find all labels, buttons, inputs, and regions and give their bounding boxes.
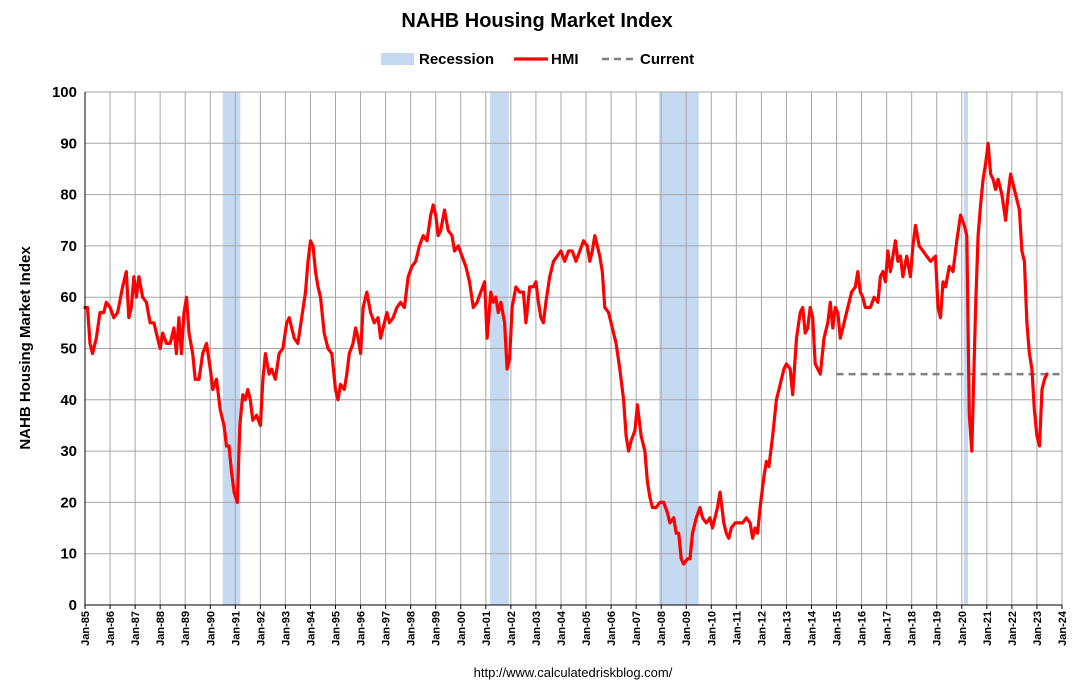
x-tick-label: Jan-15 bbox=[832, 611, 844, 646]
x-tick-label: Jan-10 bbox=[706, 611, 718, 646]
x-tick-label: Jan-93 bbox=[280, 611, 292, 646]
x-tick-label: Jan-96 bbox=[356, 611, 368, 646]
legend-hmi-label: HMI bbox=[551, 51, 579, 68]
x-tick-label: Jan-13 bbox=[781, 611, 793, 646]
y-tick-label: 80 bbox=[60, 187, 77, 204]
x-tick-label: Jan-03 bbox=[531, 611, 543, 646]
y-axis-label: NAHB Housing Market Index bbox=[17, 246, 34, 450]
y-tick-label: 90 bbox=[60, 135, 77, 152]
legend-recession-label: Recession bbox=[419, 51, 494, 68]
x-tick-label: Jan-11 bbox=[731, 611, 743, 645]
legend: Recession HMI Current bbox=[381, 51, 694, 68]
y-tick-label: 70 bbox=[60, 238, 77, 255]
x-tick-label: Jan-22 bbox=[1007, 611, 1019, 646]
x-tick-label: Jan-06 bbox=[606, 611, 618, 646]
x-tick-label: Jan-21 bbox=[982, 611, 994, 646]
source-label: http://www.calculatedriskblog.com/ bbox=[474, 665, 673, 680]
x-tick-label: Jan-00 bbox=[456, 611, 468, 646]
x-tick-label: Jan-87 bbox=[130, 611, 142, 646]
hmi-series-line bbox=[83, 141, 1049, 566]
y-tick-label: 40 bbox=[60, 392, 77, 409]
x-tick-label: Jan-98 bbox=[406, 611, 418, 646]
x-tick-label: Jan-23 bbox=[1032, 611, 1044, 646]
x-tick-label: Jan-02 bbox=[506, 611, 518, 646]
x-tick-label: Jan-97 bbox=[381, 611, 393, 646]
x-tick-label: Jan-86 bbox=[105, 611, 117, 646]
x-tick-label: Jan-18 bbox=[907, 611, 919, 646]
x-tick-label: Jan-07 bbox=[631, 611, 643, 646]
x-tick-label: Jan-88 bbox=[155, 611, 167, 646]
x-tick-label: Jan-04 bbox=[556, 610, 568, 646]
legend-recession-swatch bbox=[381, 53, 414, 65]
legend-current-label: Current bbox=[640, 51, 694, 68]
y-tick-label: 0 bbox=[69, 597, 77, 614]
x-tick-label: Jan-99 bbox=[431, 611, 443, 646]
x-tick-label: Jan-95 bbox=[331, 611, 343, 646]
x-tick-label: Jan-94 bbox=[305, 610, 317, 646]
y-tick-label: 100 bbox=[52, 84, 77, 101]
x-tick-label: Jan-12 bbox=[756, 611, 768, 646]
x-tick-label: Jan-91 bbox=[230, 611, 242, 646]
y-tick-label: 50 bbox=[60, 341, 77, 358]
plot-area: 0 10 20 30 40 50 60 70 80 90 100 Jan-85 Jan-86 Jan-87… bbox=[52, 84, 1069, 646]
x-tick-label: Jan-08 bbox=[656, 611, 668, 646]
x-tick-label: Jan-24 bbox=[1057, 610, 1069, 646]
x-tick-label: Jan-89 bbox=[180, 611, 192, 646]
chart-title: NAHB Housing Market Index bbox=[401, 10, 672, 32]
y-tick-label: 20 bbox=[60, 494, 77, 511]
x-tick-label: Jan-09 bbox=[681, 611, 693, 646]
y-tick-label: 60 bbox=[60, 289, 77, 306]
x-tick-label: Jan-17 bbox=[882, 611, 894, 646]
x-tick-label: Jan-20 bbox=[957, 611, 969, 646]
x-tick-label: Jan-85 bbox=[80, 611, 92, 646]
x-tick-label: Jan-19 bbox=[932, 611, 944, 646]
x-tick-label: Jan-16 bbox=[857, 611, 869, 646]
x-tick-label: Jan-92 bbox=[255, 611, 267, 646]
x-tick-label: Jan-14 bbox=[806, 610, 818, 646]
y-tick-label: 30 bbox=[60, 443, 77, 460]
x-tick-label: Jan-90 bbox=[205, 611, 217, 646]
y-tick-label: 10 bbox=[60, 546, 77, 563]
x-tick-label: Jan-05 bbox=[581, 611, 593, 646]
x-tick-label: Jan-01 bbox=[481, 611, 493, 646]
